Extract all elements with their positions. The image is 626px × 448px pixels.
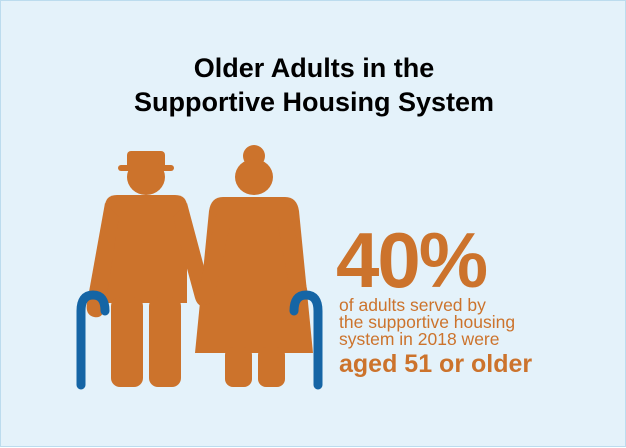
stat-percent: 40% <box>336 216 488 304</box>
walking-cane-icon <box>76 290 110 390</box>
walking-cane-icon <box>289 290 323 390</box>
stat-desc-line-1: of adults served by <box>339 295 486 315</box>
elderly-woman-icon <box>195 145 313 387</box>
infographic-title: Older Adults in the Supportive Housing S… <box>1 51 626 119</box>
elderly-man-icon <box>86 151 212 387</box>
stat-desc-line-3: system in 2018 were <box>339 329 500 349</box>
title-line-1: Older Adults in the <box>193 53 435 83</box>
stat-description: of adults served by the supportive housi… <box>339 295 624 349</box>
stat-highlight: aged 51 or older <box>339 350 533 378</box>
statistic-block: 40% of adults served by the supportive h… <box>334 216 624 378</box>
stat-desc-line-2: the supportive housing <box>339 312 516 332</box>
title-line-2: Supportive Housing System <box>133 87 495 117</box>
